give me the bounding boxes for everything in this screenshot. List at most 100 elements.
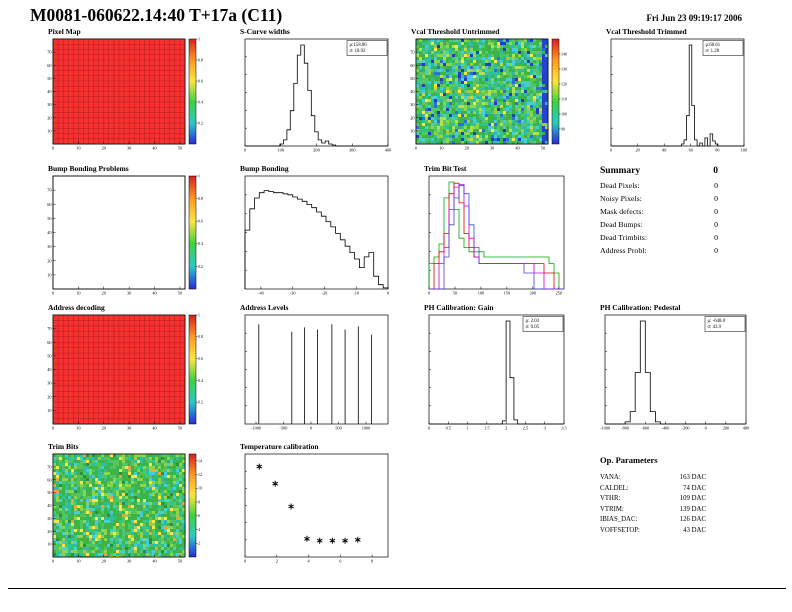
svg-text:50: 50 [178, 559, 182, 564]
summary-row: Dead Trimbits: 0 [600, 231, 718, 244]
svg-text:40: 40 [410, 89, 414, 94]
svg-text:6: 6 [198, 513, 200, 518]
address-decoding-canvas: 0.2 0.4 0.6 0.8 1 0 10 20 30 40 50 10 20 30 40 50 60 70 [40, 312, 208, 433]
svg-text:50: 50 [178, 426, 182, 431]
svg-text:50: 50 [47, 353, 51, 358]
svg-text:30: 30 [127, 291, 131, 296]
svg-text:50: 50 [410, 76, 414, 81]
plot-temp-calibration: Temperature calibration 0 2 4 6 8 [232, 442, 392, 566]
svg-text:20: 20 [465, 146, 469, 151]
svg-text:40: 40 [152, 291, 156, 296]
svg-text:10: 10 [76, 559, 80, 564]
svg-text:0.4: 0.4 [198, 241, 203, 246]
summary-label: Dead Trimbits: [600, 233, 648, 242]
svg-text:10: 10 [410, 128, 414, 133]
svg-text:8: 8 [371, 559, 373, 564]
op-parameters-block: Op. Parameters VANA: 163 DAC CALDEL: 74 … [600, 455, 750, 536]
svg-text:20: 20 [635, 148, 639, 153]
plot-title-address-levels: Address Levels [240, 303, 289, 312]
svg-text:30: 30 [490, 146, 494, 151]
svg-text:50: 50 [178, 146, 182, 151]
svg-text:2: 2 [198, 541, 200, 546]
plot-title-bump-problems: Bump Bonding Problems [48, 164, 129, 173]
svg-text:20: 20 [410, 115, 414, 120]
svg-text:-40: -40 [258, 291, 264, 296]
svg-text:40: 40 [662, 148, 666, 153]
svg-text:30: 30 [127, 426, 131, 431]
plot-title-pixel-map: Pixel Map [48, 27, 81, 36]
svg-text:1: 1 [466, 426, 468, 431]
plot-scurve-widths: S-Curve widths 0 100 200 300 400 μ:158.86 σ: 1… [232, 27, 392, 155]
plot-title-scurve-widths: S-Curve widths [240, 27, 290, 36]
svg-text:300: 300 [349, 148, 355, 153]
plot-address-decoding: Address decoding 0.2 0.4 0.6 0.8 1 0 10 20 30 40 5… [40, 303, 208, 433]
svg-text:4: 4 [307, 559, 310, 564]
op-parameter-value: 126 DAC [679, 516, 706, 523]
svg-text:50: 50 [47, 490, 51, 495]
summary-value: 0 [714, 207, 718, 216]
summary-block: Summary 0 Dead Pixels: 0 Noisy Pixels: 0… [600, 166, 750, 257]
svg-text:60: 60 [47, 63, 51, 68]
svg-text:30: 30 [47, 516, 51, 521]
op-parameter-label: VTRIM: [600, 505, 624, 513]
svg-text:140: 140 [561, 51, 567, 56]
svg-text:-400: -400 [661, 426, 669, 431]
svg-text:30: 30 [47, 381, 51, 386]
svg-text:-1000: -1000 [251, 426, 261, 431]
op-parameter-label: VOFFSETOP: [600, 526, 640, 534]
plot-ph-pedestal: PH Calibration: Pedestal -1000 -800 -600 -4… [592, 303, 750, 433]
op-parameter-row: VOFFSETOP: 43 DAC [600, 526, 706, 537]
svg-text:150: 150 [504, 291, 510, 296]
svg-text:σ: 43.9: σ: 43.9 [708, 325, 722, 330]
svg-text:100: 100 [741, 148, 747, 153]
op-parameter-value: 43 DAC [683, 526, 706, 534]
op-parameter-value: 74 DAC [683, 484, 706, 492]
svg-text:2.5: 2.5 [523, 426, 528, 431]
svg-text:0: 0 [310, 426, 312, 431]
svg-text:70: 70 [47, 464, 51, 469]
svg-text:0: 0 [52, 559, 54, 564]
summary-row: Dead Bumps: 0 [600, 218, 718, 231]
svg-text:60: 60 [410, 63, 414, 68]
plot-vcal-trimmed: Vcal Threshold Trimmed 0 20 40 60 80 100 μ:60.… [598, 27, 748, 155]
op-parameter-value: 163 DAC [679, 474, 706, 481]
scurve-widths-canvas: 0 100 200 300 400 μ:158.86 σ: 18.92 [232, 36, 392, 155]
svg-text:0.5: 0.5 [446, 426, 451, 431]
svg-text:90: 90 [561, 126, 565, 131]
plot-title-bump-bonding: Bump Bonding [240, 164, 289, 173]
svg-text:10: 10 [47, 542, 51, 547]
svg-text:60: 60 [47, 202, 51, 207]
svg-text:50: 50 [47, 76, 51, 81]
svg-text:10: 10 [198, 486, 202, 491]
op-parameter-row: IBIAS_DAC: 126 DAC [600, 515, 706, 526]
svg-text:0: 0 [52, 426, 54, 431]
svg-text:-200: -200 [682, 426, 690, 431]
svg-text:-600: -600 [641, 426, 649, 431]
address-levels-canvas: -1000 -500 0 500 1000 [232, 312, 392, 433]
plot-address-levels: Address Levels -1000 -500 0 500 1000 [232, 303, 392, 433]
svg-text:1: 1 [198, 36, 200, 41]
plot-title-ph-pedestal: PH Calibration: Pedestal [600, 303, 681, 312]
plot-title-address-decoding: Address decoding [48, 303, 105, 312]
summary-value: 0 [714, 194, 718, 203]
svg-text:3: 3 [544, 426, 546, 431]
svg-text:-10: -10 [353, 291, 359, 296]
svg-text:400: 400 [743, 426, 749, 431]
svg-text:0: 0 [428, 291, 430, 296]
svg-text:10: 10 [47, 272, 51, 277]
svg-text:σ: 18.92: σ: 18.92 [350, 49, 367, 54]
svg-text:10: 10 [439, 146, 443, 151]
summary-value: 0 [714, 246, 718, 255]
svg-text:0.2: 0.2 [198, 264, 203, 269]
bump-bonding-canvas: -40 -30 -20 -10 0 [232, 173, 392, 298]
svg-text:60: 60 [47, 340, 51, 345]
op-parameter-row: CALDEL: 74 DAC [600, 484, 706, 495]
svg-text:20: 20 [102, 146, 106, 151]
svg-text:30: 30 [127, 559, 131, 564]
vcal-trimmed-canvas: 0 20 40 60 80 100 μ:60.61 σ: 1.28 [598, 36, 748, 155]
plot-title-vcal-trimmed: Vcal Threshold Trimmed [606, 27, 687, 36]
svg-text:0: 0 [244, 559, 246, 564]
ph-gain-canvas: 0 0.5 1 1.5 2 2.5 3 3.5 μ: 2.03 σ: 0.05 [416, 312, 568, 433]
svg-text:0: 0 [52, 146, 54, 151]
svg-text:40: 40 [47, 89, 51, 94]
